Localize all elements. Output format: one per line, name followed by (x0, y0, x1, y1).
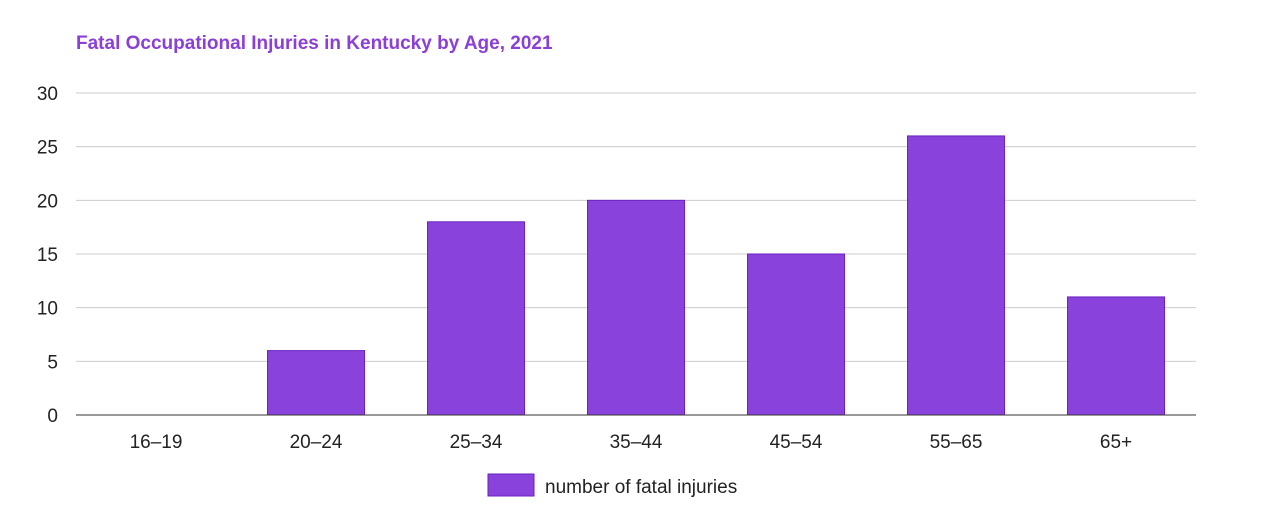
legend: number of fatal injuries (487, 473, 737, 498)
y-tick-label: 20 (37, 191, 58, 212)
y-tick-label: 15 (37, 245, 58, 266)
bar-55–65 (907, 135, 1005, 416)
x-tick-label: 55–65 (930, 432, 983, 453)
y-axis-tick-labels: 0 5 10 15 20 25 30 (37, 84, 58, 427)
x-tick-label: 45–54 (770, 432, 823, 453)
y-tick-label: 5 (47, 352, 58, 373)
bar-25–34 (427, 221, 525, 416)
bar-20–24 (267, 350, 365, 416)
x-tick-label: 16–19 (130, 432, 183, 453)
x-tick-label: 20–24 (290, 432, 343, 453)
y-tick-label: 0 (47, 406, 58, 427)
x-tick-label: 25–34 (450, 432, 503, 453)
legend-swatch (487, 473, 535, 497)
x-tick-label: 35–44 (610, 432, 663, 453)
y-tick-label: 30 (37, 84, 58, 105)
bar-35–44 (587, 199, 685, 416)
y-tick-label: 25 (37, 138, 58, 159)
bar-65+ (1067, 296, 1165, 416)
x-tick-label: 65+ (1100, 432, 1132, 453)
x-axis-tick-labels: 16–19 20–24 25–34 35–44 45–54 55–65 65+ (130, 432, 1133, 453)
bars (267, 135, 1165, 416)
y-tick-label: 10 (37, 299, 58, 320)
bar-45–54 (747, 253, 845, 416)
legend-label: number of fatal injuries (545, 477, 737, 498)
chart-title: Fatal Occupational Injuries in Kentucky … (76, 33, 553, 54)
